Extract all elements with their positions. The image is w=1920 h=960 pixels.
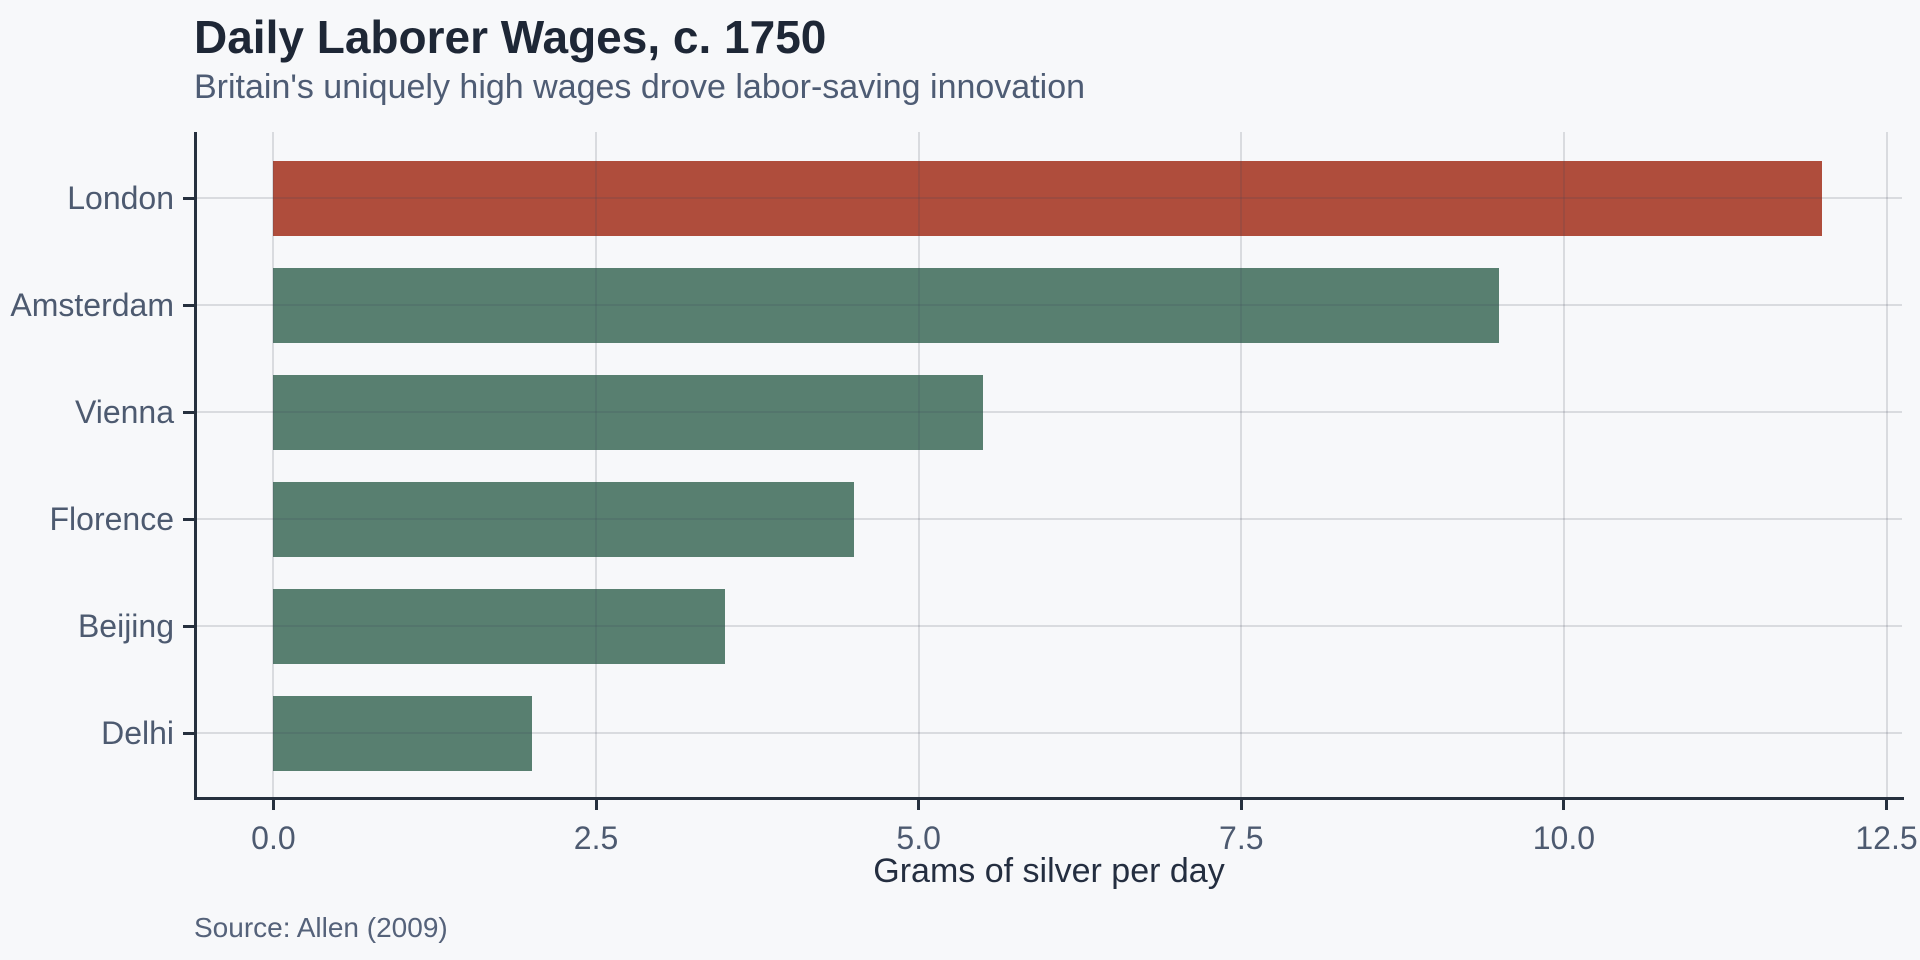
source-note: Source: Allen (2009): [194, 912, 448, 943]
y-axis-label-delhi: Delhi: [101, 715, 174, 751]
bar-amsterdam: [273, 267, 1500, 343]
y-axis-label-beijing: Beijing: [77, 608, 174, 644]
gridline-y-vienna: [196, 411, 1902, 413]
gridline-x-7.5: [1240, 132, 1243, 797]
x-tick-label-5.0: 5.0: [896, 820, 941, 856]
y-tick-vienna: [183, 410, 196, 414]
x-axis-label: Grams of silver per day: [873, 852, 1225, 890]
x-tick-0.0: [271, 799, 275, 810]
y-axis-label-london: London: [67, 180, 174, 216]
bar-vienna: [273, 374, 984, 450]
y-tick-florence: [183, 517, 196, 521]
y-tick-london: [183, 196, 196, 200]
x-tick-label-10.0: 10.0: [1532, 820, 1596, 856]
x-axis-spine: [194, 797, 1904, 800]
x-tick-label-12.5: 12.5: [1855, 820, 1918, 856]
bar-london: [273, 160, 1822, 236]
gridline-y-amsterdam: [196, 304, 1902, 306]
gridline-x-0.0: [272, 132, 275, 797]
chart-subtitle: Britain's uniquely high wages drove labo…: [194, 68, 1086, 106]
y-tick-amsterdam: [183, 303, 196, 307]
gridline-y-london: [196, 197, 1902, 199]
y-axis-label-vienna: Vienna: [74, 394, 174, 430]
gridline-x-5.0: [917, 132, 920, 797]
gridline-x-10.0: [1562, 132, 1565, 797]
bar-florence: [273, 481, 855, 557]
gridline-x-2.5: [595, 132, 598, 797]
bar-delhi: [273, 695, 532, 771]
x-tick-label-7.5: 7.5: [1219, 820, 1264, 856]
x-tick-label-2.5: 2.5: [573, 820, 619, 856]
y-axis-spine: [194, 132, 197, 800]
x-tick-12.5: [1885, 799, 1888, 810]
y-tick-delhi: [183, 731, 196, 735]
gridline-y-delhi: [196, 732, 1902, 734]
x-tick-2.5: [594, 799, 598, 810]
gridline-y-florence: [196, 518, 1902, 520]
y-tick-beijing: [183, 624, 196, 628]
x-tick-5.0: [917, 799, 921, 810]
chart-title: Daily Laborer Wages, c. 1750: [194, 11, 827, 63]
x-tick-10.0: [1562, 799, 1566, 810]
bar-beijing: [273, 588, 726, 664]
x-tick-7.5: [1239, 799, 1243, 810]
x-tick-label-0.0: 0.0: [251, 820, 296, 856]
y-axis-label-amsterdam: Amsterdam: [10, 287, 174, 323]
gridline-x-12.5: [1885, 132, 1888, 797]
y-axis-label-florence: Florence: [49, 501, 175, 537]
gridline-y-beijing: [196, 625, 1902, 627]
